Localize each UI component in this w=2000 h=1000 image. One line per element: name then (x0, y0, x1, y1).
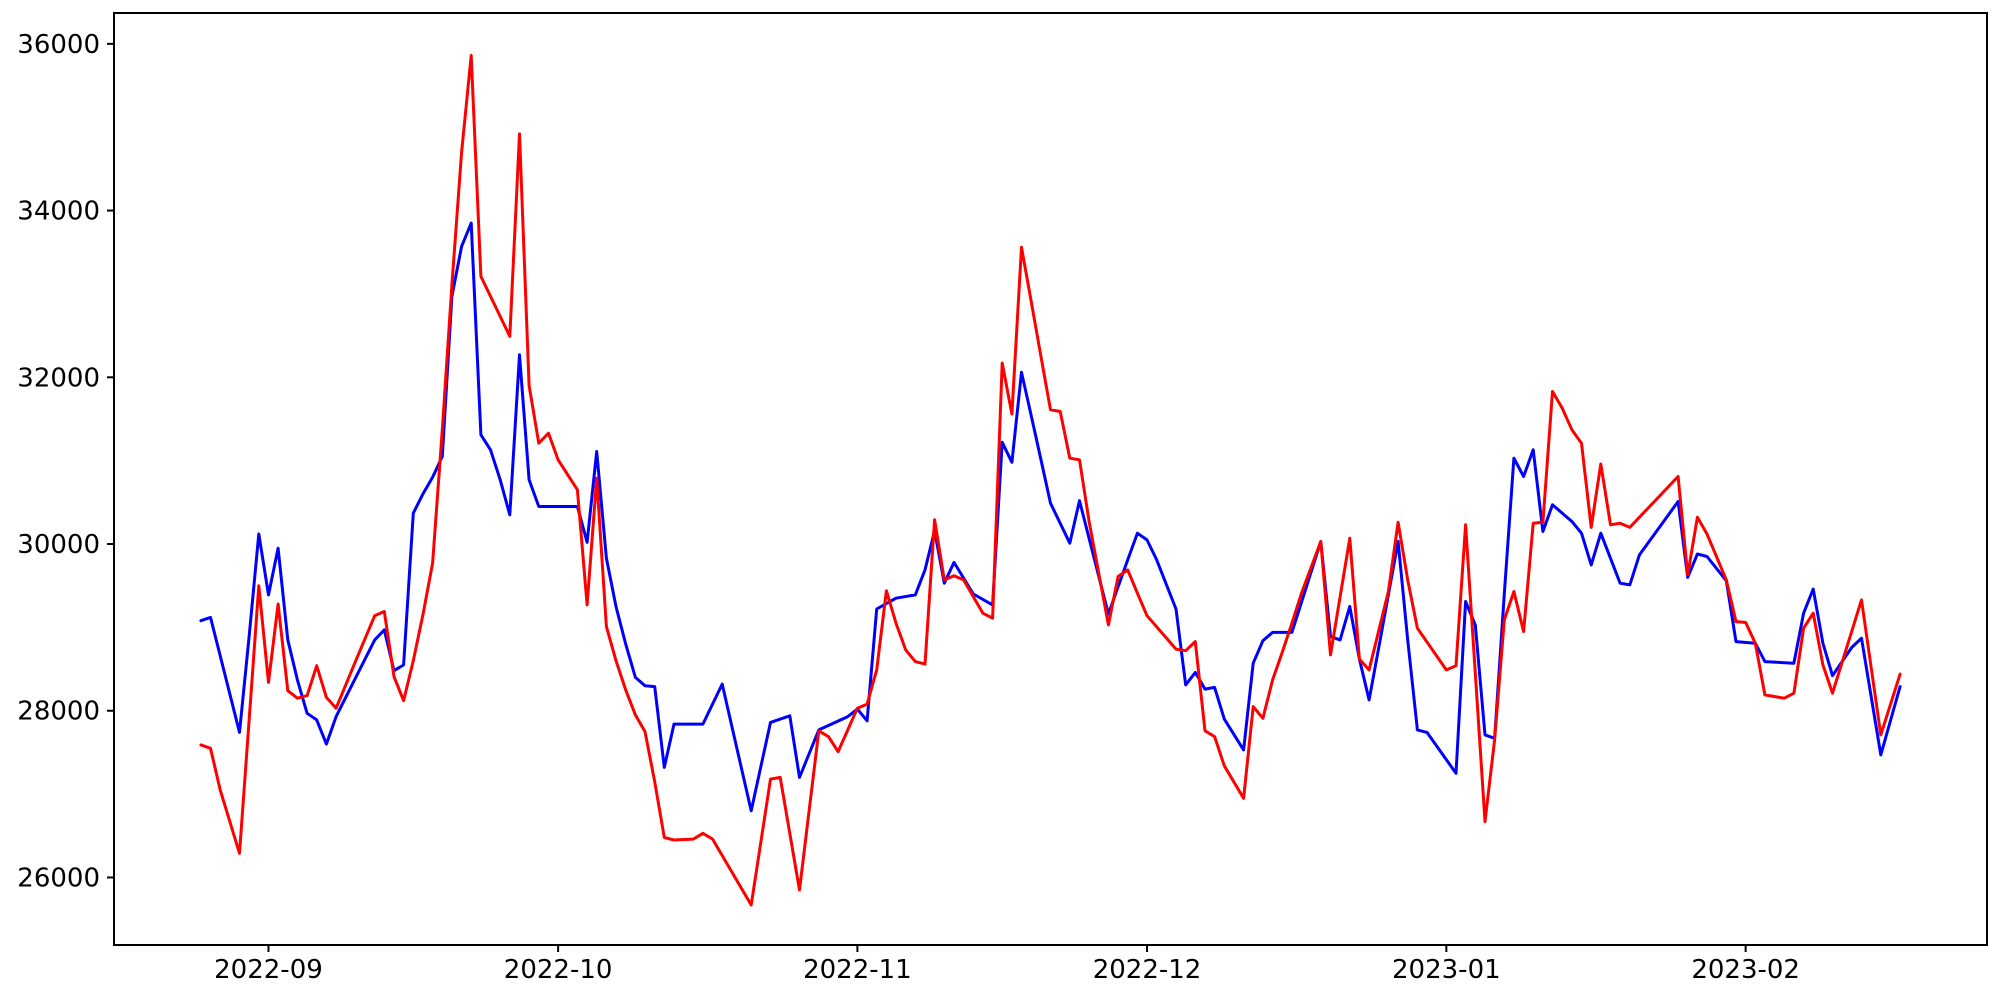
x-tick-label: 2022-12 (1093, 955, 1202, 985)
y-tick-label: 26000 (17, 863, 100, 893)
red-series-line (199, 54, 1902, 907)
axis-tick-labels: 2022-09 2022-10 2022-11 2022-12 2023-01 2023-… (17, 30, 1800, 985)
y-tick-label: 36000 (17, 30, 100, 60)
x-tick-label: 2023-01 (1392, 955, 1501, 985)
y-tick-label: 28000 (17, 697, 100, 727)
plot-border-spines (113, 12, 1988, 946)
y-tick-label: 34000 (17, 197, 100, 227)
x-tick-label: 2022-11 (803, 955, 912, 985)
y-tick-label: 32000 (17, 363, 100, 393)
y-tick-label: 30000 (17, 530, 100, 560)
blue-series-line (199, 221, 1902, 813)
x-tick-label: 2023-02 (1691, 955, 1800, 985)
x-tick-label: 2022-09 (214, 955, 323, 985)
data-series (199, 54, 1902, 907)
x-tick-label: 2022-10 (504, 955, 613, 985)
axis-ticks (107, 42, 1747, 952)
